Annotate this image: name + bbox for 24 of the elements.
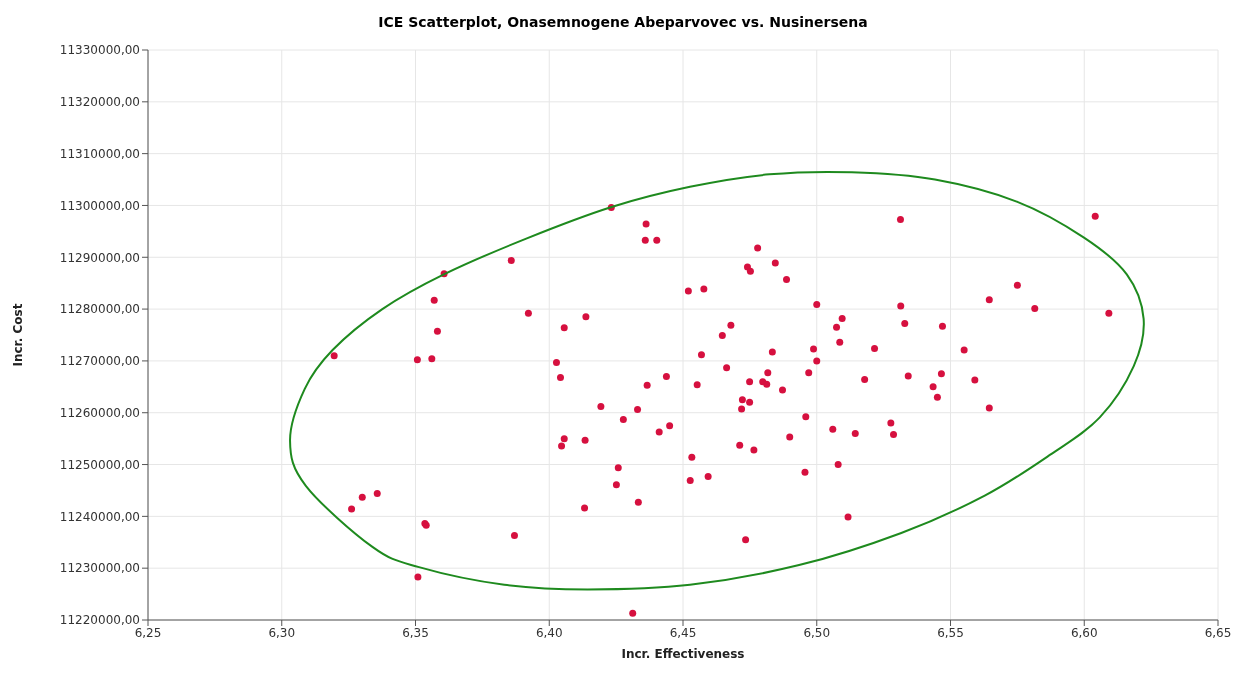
y-tick-label: 11260000,00 [59,405,140,420]
y-tick-label: 11290000,00 [59,250,140,265]
x-axis-title: Incr. Effectiveness [621,647,745,661]
x-tick-label: 6,45 [669,625,697,640]
y-tick-label: 11220000,00 [59,613,140,628]
y-tick-label: 11250000,00 [59,457,140,472]
y-tick-label: 11270000,00 [59,354,140,369]
y-tick-label: 11300000,00 [59,198,140,213]
y-tick-label: 11230000,00 [59,561,140,576]
x-tick-label: 6,25 [134,625,162,640]
y-tick-label: 11280000,00 [59,302,140,317]
x-tick-label: 6,50 [803,625,831,640]
y-tick-label: 11320000,00 [59,95,140,110]
y-tick-label: 11240000,00 [59,509,140,524]
y-tick-label: 11330000,00 [59,43,140,58]
y-axis-title: Incr. Cost [11,303,26,367]
x-tick-label: 6,55 [937,625,964,640]
x-tick-label: 6,60 [1070,625,1098,640]
x-tick-label: 6,40 [535,625,563,640]
y-tick-label: 11310000,00 [59,146,140,161]
chart-title: ICE Scatterplot, Onasemnogene Abeparvovec vs. Nusinersena [377,13,869,32]
x-tick-label: 6,65 [1204,625,1232,640]
x-tick-label: 6,35 [402,625,429,640]
x-tick-label: 6,30 [268,625,296,640]
